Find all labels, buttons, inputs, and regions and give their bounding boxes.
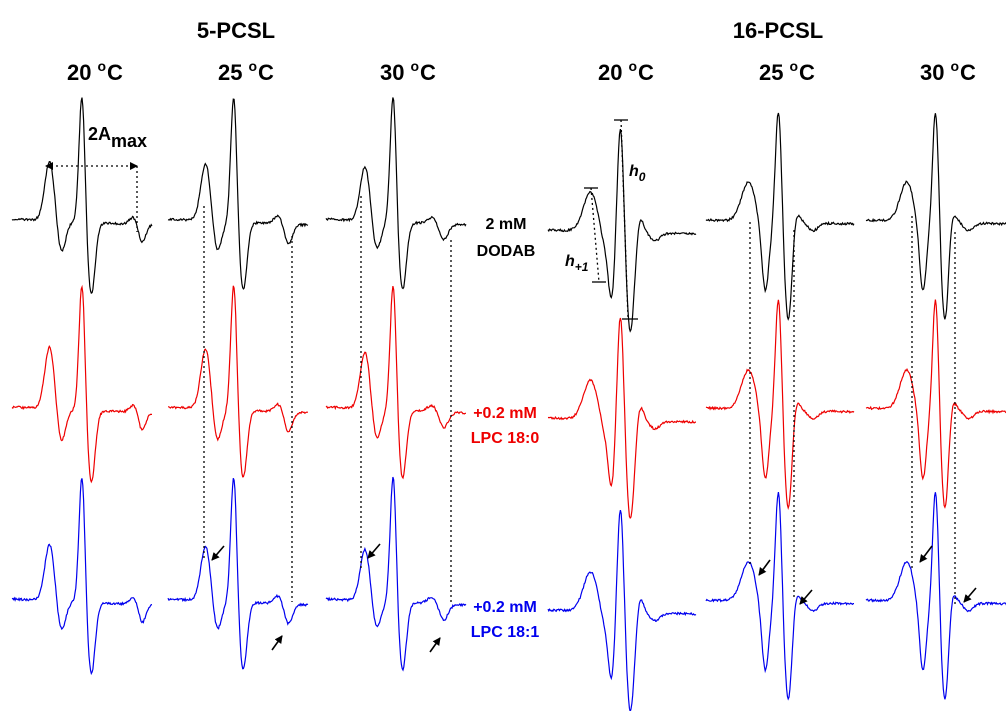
- spectrum-16pcsl: [547, 509, 697, 711]
- condition-line1: +0.2 mM: [473, 599, 537, 616]
- h-annotations: [584, 119, 638, 320]
- arrow-icon: [211, 545, 225, 561]
- arrow-icon: [919, 545, 933, 563]
- spectrum-16pcsl: [547, 128, 697, 333]
- arrows: [211, 543, 977, 653]
- h0-sub: 0: [639, 170, 646, 184]
- arrow-icon: [758, 559, 771, 576]
- spectrum-5pcsl: [325, 97, 467, 290]
- group-title-16pcsl: 16-PCSL: [733, 18, 823, 43]
- arrow-icon: [429, 637, 441, 653]
- degree-mark: o: [789, 58, 798, 74]
- arrow-icon: [799, 589, 813, 605]
- spectrum-16pcsl: [705, 299, 855, 510]
- temp-value: 25: [218, 60, 242, 85]
- h1-dotted: [590, 187, 600, 283]
- arrow-icon: [367, 543, 381, 559]
- spectrum-5pcsl: [325, 285, 466, 480]
- temp-value: 20: [67, 60, 91, 85]
- unit-letter: C: [258, 60, 274, 85]
- h1-sub: +1: [575, 260, 589, 274]
- temp-value: 30: [380, 60, 404, 85]
- unit-letter: C: [420, 60, 436, 85]
- h0-label: h0: [629, 163, 646, 184]
- condition-line2: DODAB: [477, 243, 536, 260]
- h1-label: h+1: [565, 253, 589, 274]
- condition-label-dodab: 2 mM DODAB: [477, 216, 536, 260]
- spectrum-16pcsl: [865, 113, 1006, 320]
- condition-label-lpc181: +0.2 mM LPC 18:1: [471, 599, 540, 641]
- temp-labels: 20 oC 25 oC 30 oC 20 oC 25 oC 30 oC: [67, 58, 976, 85]
- condition-label-lpc180: +0.2 mM LPC 18:0: [471, 405, 540, 447]
- spectrum-16pcsl: [865, 492, 1006, 700]
- unit-letter: C: [799, 60, 815, 85]
- temp-label: 25 oC: [759, 58, 815, 85]
- h0-dotted: [620, 119, 629, 320]
- degree-mark: o: [410, 58, 419, 74]
- spectrum-5pcsl: [167, 98, 309, 290]
- amax-sub: max: [111, 131, 147, 151]
- amax-main: 2A: [88, 124, 111, 144]
- temp-label: 30 oC: [920, 58, 976, 85]
- amax-annotation: 2Amax: [45, 124, 147, 232]
- unit-letter: C: [107, 60, 123, 85]
- degree-mark: o: [248, 58, 257, 74]
- temp-label: 25 oC: [218, 58, 274, 85]
- amax-label: 2Amax: [88, 124, 147, 151]
- spectrum-5pcsl: [11, 478, 153, 676]
- condition-line1: +0.2 mM: [473, 405, 537, 422]
- unit-letter: C: [638, 60, 654, 85]
- spectrum-5pcsl: [325, 476, 467, 672]
- spectrum-5pcsl: [11, 284, 152, 484]
- spectra: [11, 97, 1006, 711]
- temp-value: 30: [920, 60, 944, 85]
- condition-line2: LPC 18:1: [471, 624, 540, 641]
- degree-mark: o: [950, 58, 959, 74]
- temp-label: 30 oC: [380, 58, 436, 85]
- spectrum-16pcsl: [705, 112, 855, 321]
- spectrum-5pcsl: [168, 285, 308, 478]
- temp-value: 25: [759, 60, 783, 85]
- temp-label: 20 oC: [67, 58, 123, 85]
- spectrum-5pcsl: [167, 477, 309, 670]
- spectrum-16pcsl: [865, 299, 1006, 509]
- temp-value: 20: [598, 60, 622, 85]
- arrow-icon: [963, 587, 977, 603]
- spectrum-5pcsl: [11, 97, 153, 294]
- spectrum-16pcsl: [547, 317, 696, 519]
- condition-line2: LPC 18:0: [471, 430, 540, 447]
- degree-mark: o: [628, 58, 637, 74]
- arrow-icon: [271, 635, 283, 651]
- h1-main: h: [565, 253, 575, 270]
- unit-letter: C: [960, 60, 976, 85]
- condition-line1: 2 mM: [486, 216, 527, 233]
- h0-main: h: [629, 163, 639, 180]
- group-title-5pcsl: 5-PCSL: [197, 18, 275, 43]
- degree-mark: o: [97, 58, 106, 74]
- spectrum-16pcsl: [705, 492, 854, 701]
- temp-label: 20 oC: [598, 58, 654, 85]
- guide-lines: [203, 196, 956, 604]
